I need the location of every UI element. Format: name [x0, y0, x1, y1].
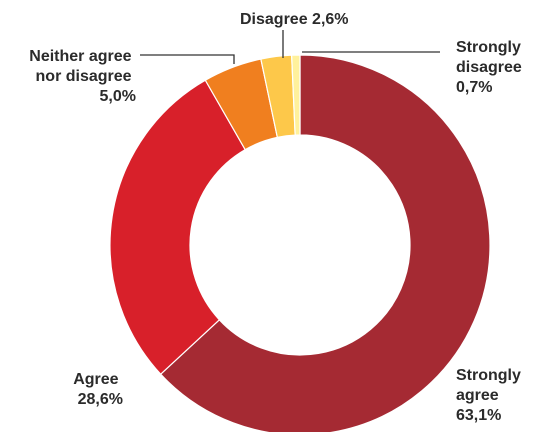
slice-agree [109, 79, 247, 376]
label-neither-line1: Neither agree [29, 48, 131, 65]
donut-slices [109, 54, 491, 432]
label-strongly-agree-line1: Strongly [456, 367, 521, 384]
label-agree-line1: Agree [73, 371, 118, 388]
label-strongly-disagree: Strongly disagree 0,7% [456, 39, 526, 96]
label-strongly-disagree-line2: disagree [456, 59, 522, 76]
label-neither-value: 5,0% [100, 88, 136, 105]
label-agree-value: 28,6% [78, 391, 123, 408]
label-strongly-disagree-line1: Strongly [456, 39, 521, 56]
label-strongly-agree: Strongly agree 63,1% [456, 367, 525, 424]
label-agree: Agree 28,6% [73, 371, 123, 408]
leader-line-neither [140, 54, 235, 64]
label-strongly-disagree-value: 0,7% [456, 79, 492, 96]
slice-strongly-disagree [291, 54, 301, 136]
label-neither-line2: nor disagree [36, 68, 132, 85]
label-disagree: Disagree 2,6% [240, 11, 349, 28]
label-disagree-line1: Disagree 2,6% [240, 11, 349, 28]
label-strongly-agree-line2: agree [456, 387, 499, 404]
label-neither: Neither agree nor disagree 5,0% [29, 48, 136, 105]
slice-strongly-agree [159, 54, 491, 432]
label-strongly-agree-value: 63,1% [456, 407, 501, 424]
